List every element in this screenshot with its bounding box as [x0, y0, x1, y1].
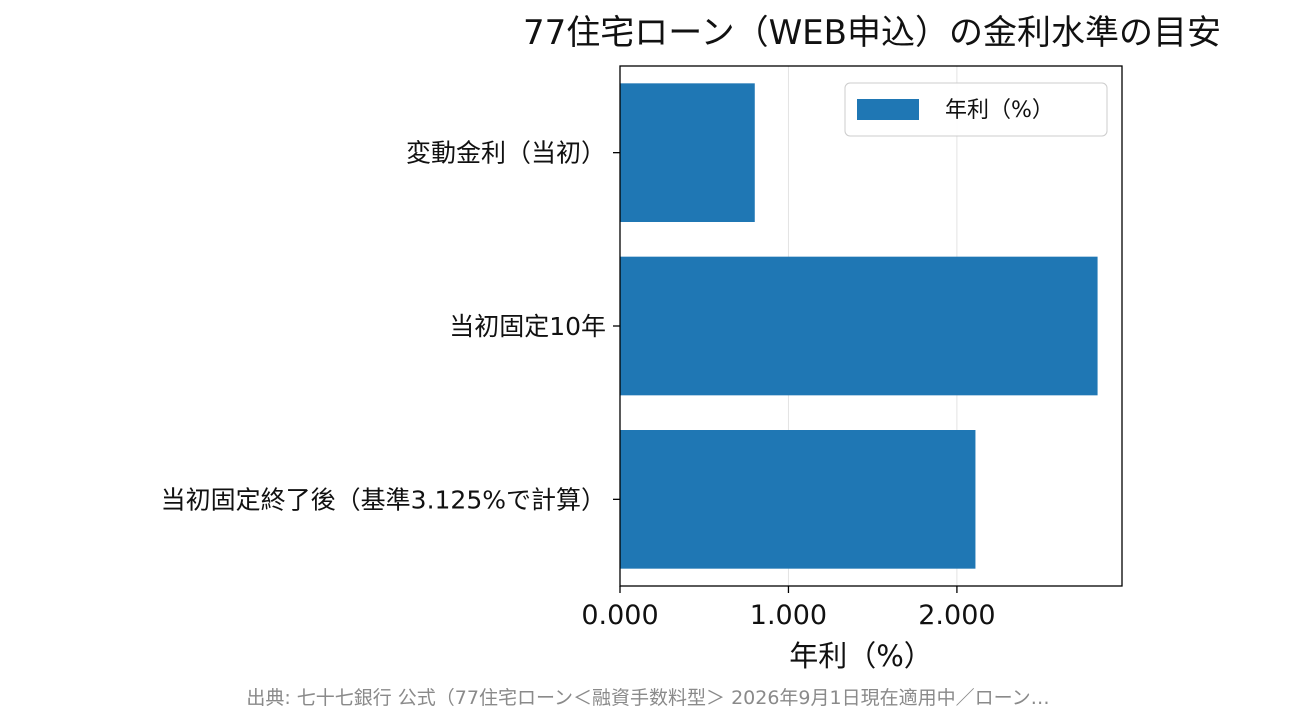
y-tick-label: 当初固定終了後（基準3.125%で計算） — [161, 485, 606, 514]
bars — [620, 83, 1098, 569]
legend-box — [844, 82, 1108, 137]
x-tick-label: 2.000 — [918, 600, 995, 631]
legend: 年利（%） — [844, 82, 1108, 137]
x-tick-label: 0.000 — [581, 600, 658, 631]
source-note: 出典: 七十七銀行 公式（77住宅ローン＜融資手数料型＞ 2026年9月1日現在… — [246, 687, 1050, 709]
y-tick-label: 当初固定10年 — [449, 312, 606, 341]
y-tick-label: 変動金利（当初） — [406, 139, 606, 168]
x-axis-label: 年利（%） — [789, 639, 933, 673]
chart-title: 77住宅ローン（WEB申込）の金利水準の目安 — [523, 13, 1221, 53]
bar — [620, 256, 1098, 396]
legend-swatch — [857, 99, 919, 120]
bar — [620, 83, 755, 222]
x-axis: 0.000 1.000 2.000 — [581, 586, 996, 631]
bar — [620, 430, 976, 569]
legend-label: 年利（%） — [945, 98, 1054, 123]
x-tick-label: 1.000 — [750, 600, 827, 631]
